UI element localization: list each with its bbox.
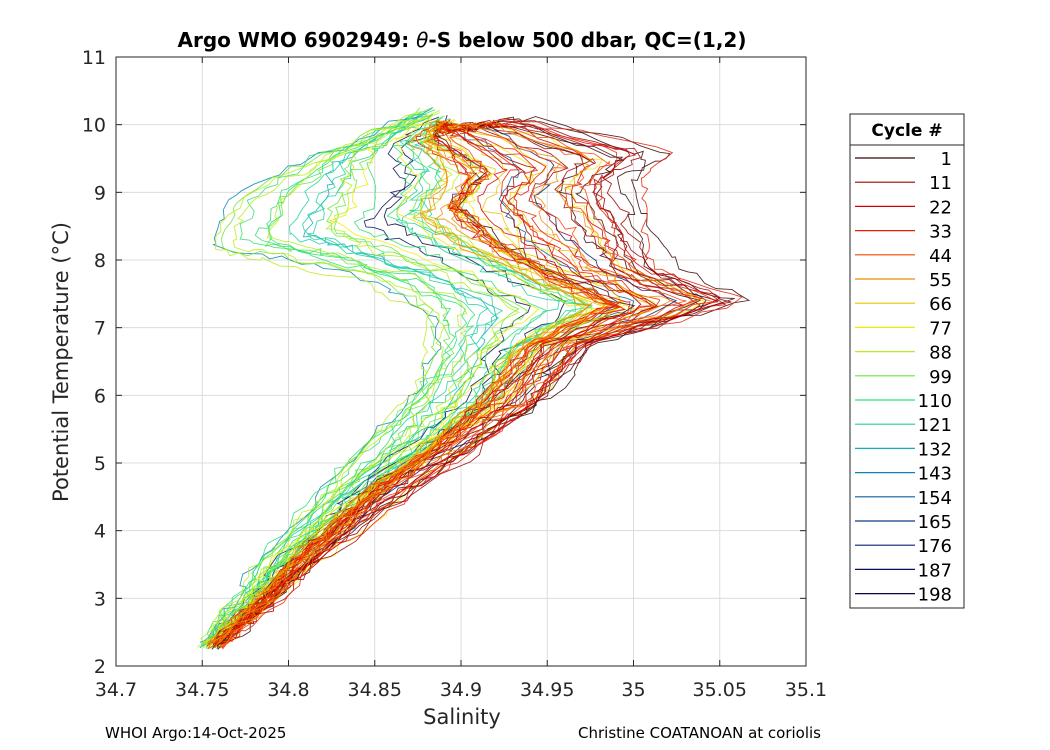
profile-trace-cycle-121 [199,113,500,649]
legend-label-154: 154 [918,488,952,509]
profile-trace-cycle-44 [220,120,626,648]
y-tick-label: 5 [94,453,106,475]
y-tick-label: 3 [94,588,106,610]
profile-trace-cycle-22 [215,123,727,642]
title-theta-symbol: θ [416,28,428,52]
legend-label-187: 187 [918,560,952,581]
legend-label-165: 165 [918,512,952,533]
legend-label-132: 132 [918,439,952,460]
y-axis-label-prefix: Potential Temperature ( [49,255,73,502]
profile-trace-cycle-99 [205,115,520,648]
y-tick-label: 6 [94,385,106,407]
profile-trace-cycle-110 [205,114,468,649]
chart-title: Argo WMO 6902949: θ-S below 500 dbar, QC… [178,28,747,52]
legend-label-44: 44 [929,246,952,267]
profile-trace-cycle-33 [220,123,661,646]
x-tick-label: 34.85 [348,679,402,701]
legend-label-66: 66 [929,294,952,315]
profile-trace-cycle-121 [199,110,489,649]
x-tick-label: 35.1 [785,679,827,701]
y-axis-label: Potential Temperature (°C) [49,222,73,502]
profile-trace-cycle-88 [203,110,468,649]
profile-trace-cycle-88 [200,109,448,645]
profile-trace-cycle-77 [202,119,587,645]
y-tick-label: 4 [94,521,106,543]
legend-label-198: 198 [918,585,952,606]
profile-trace-cycle-44 [211,121,714,643]
legend-label-33: 33 [929,222,952,243]
profile-trace-cycle-55 [208,120,606,644]
profile-trace-cycle-143 [199,107,442,643]
y-tick-label: 8 [94,250,106,272]
y-axis-label-unit: °C [49,230,73,255]
legend-label-121: 121 [918,415,952,436]
legend-label-88: 88 [929,343,952,364]
y-tick-label: 7 [94,318,106,340]
y-axis-ticks: 2 3 4 5 6 7 8 9 10 11 [82,47,806,678]
profile-trace-cycle-198 [216,114,566,649]
profile-trace-cycle-1 [216,120,636,648]
x-tick-label: 34.8 [267,679,309,701]
profile-trace-cycle-33 [216,121,655,644]
x-tick-label: 35 [621,679,645,701]
profile-trace-cycle-99 [207,106,438,648]
legend: Cycle # 11122334455667788991101211321431… [849,113,965,609]
profile-trace-cycle-121 [202,116,504,647]
title-prefix: Argo WMO 6902949: [178,28,417,52]
x-tick-label: 34.9 [440,679,482,701]
y-tick-label: 11 [82,47,106,69]
legend-label-110: 110 [918,391,952,412]
legend-label-99: 99 [929,367,952,388]
x-tick-label: 34.75 [175,679,229,701]
profile-trace-cycle-55 [206,119,591,645]
profile-trace-cycle-55 [219,120,700,647]
y-tick-label: 2 [94,656,106,678]
profile-trace-cycle-121 [201,117,560,647]
title-suffix: -S below 500 dbar, QC=(1,2) [428,28,746,52]
footer-right-credit: Christine COATANOAN at coriolis [578,724,821,742]
profile-trace-cycle-33 [223,121,720,644]
y-tick-label: 10 [82,115,106,137]
legend-title: Cycle # [871,121,942,141]
y-axis-label-suffix: ) [49,222,73,230]
profile-trace-cycle-88 [196,112,440,648]
profile-trace-cycle-33 [222,118,743,650]
legend-label-22: 22 [929,197,952,218]
legend-label-1: 1 [941,149,952,170]
x-axis-label: Salinity [423,705,501,729]
legend-label-11: 11 [929,173,952,194]
legend-label-55: 55 [929,270,952,291]
legend-label-176: 176 [918,536,952,557]
profile-traces [196,106,751,650]
profile-trace-cycle-55 [208,123,673,649]
profile-trace-cycle-99 [213,122,582,643]
x-tick-label: 34.7 [95,679,137,701]
x-axis-ticks: 34.7 34.75 34.8 34.85 34.9 34.95 35 35.05 35.1 [95,57,827,701]
profile-trace-cycle-77 [217,117,540,650]
legend-label-77: 77 [929,318,952,339]
profile-trace-cycle-66 [214,120,626,649]
footer-left-credit: WHOI Argo:14-Oct-2025 [105,724,287,742]
y-tick-label: 9 [94,182,106,204]
profile-trace-cycle-110 [208,113,456,648]
legend-label-143: 143 [918,464,952,485]
legend-box [849,113,965,609]
profile-trace-cycle-33 [206,122,652,647]
profile-trace-cycle-88 [206,114,520,644]
profile-trace-cycle-121 [216,123,593,643]
x-tick-label: 35.05 [693,679,747,701]
x-tick-label: 34.95 [520,679,574,701]
